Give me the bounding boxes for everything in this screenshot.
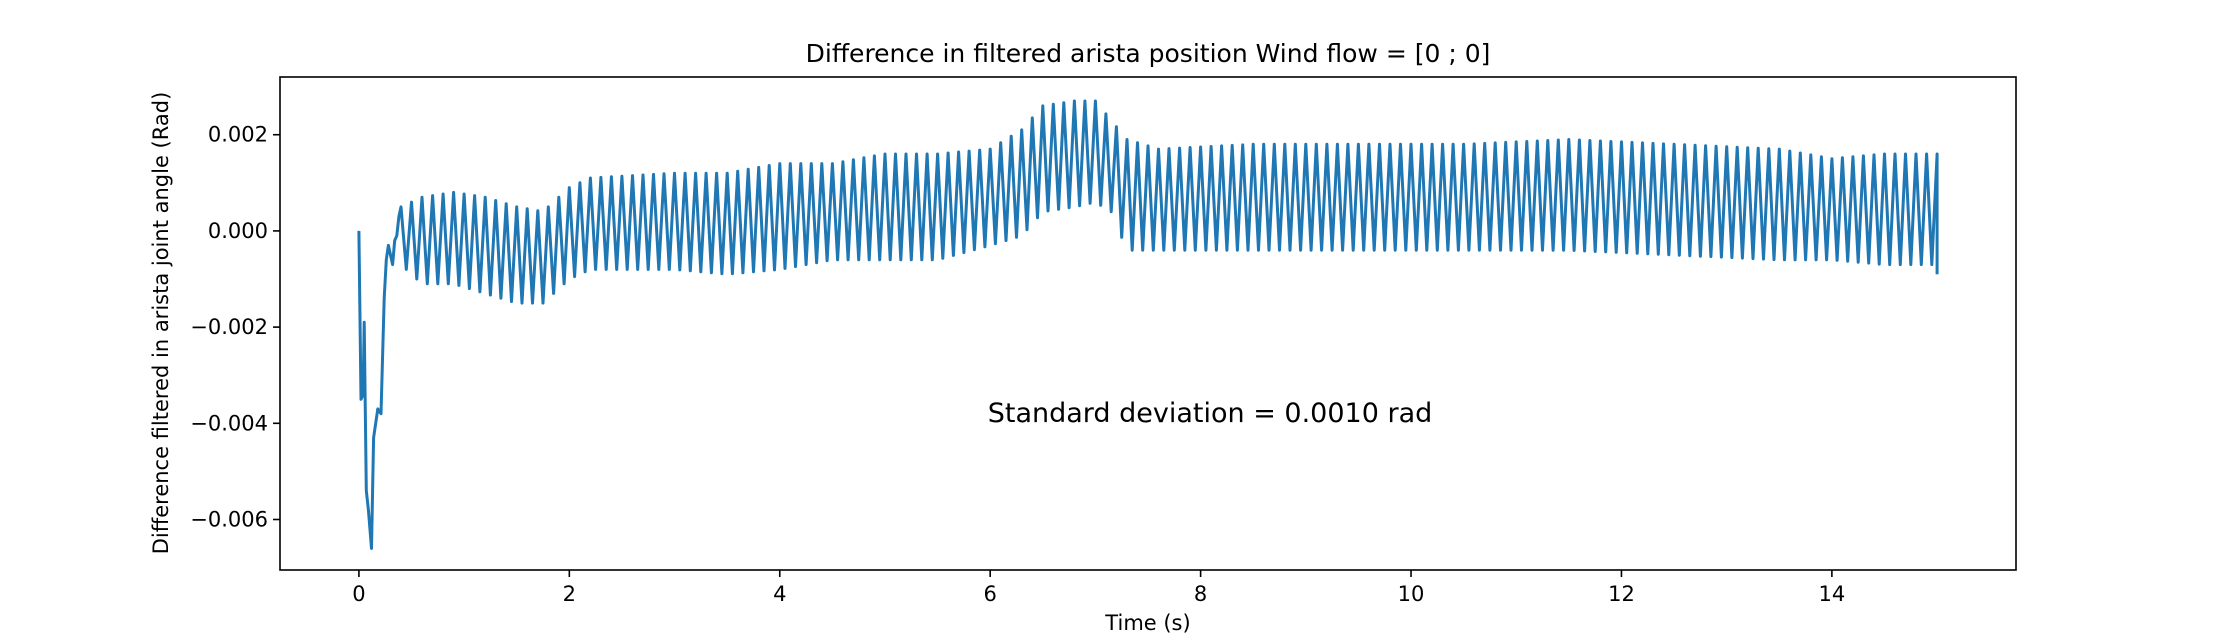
- ticks-layer: 0 2 4 6 8 10 12 14 −0.006 −0.004 −0.002 0.000 0.002: [190, 123, 1845, 606]
- series-layer: [357, 99, 1939, 550]
- x-tick-label: 12: [1608, 582, 1635, 606]
- y-tick-label: 0.000: [208, 219, 268, 243]
- x-tick-label: 10: [1398, 582, 1425, 606]
- plot-frame: [279, 76, 2017, 571]
- chart-title: Difference in filtered arista position W…: [806, 39, 1491, 68]
- x-tick-label: 8: [1194, 582, 1207, 606]
- y-tick-label: −0.004: [190, 411, 268, 435]
- x-axis-label: Time (s): [1104, 611, 1190, 635]
- y-tick-label: −0.002: [190, 315, 268, 339]
- x-tick-label: 2: [563, 582, 576, 606]
- x-tick-label: 14: [1819, 582, 1846, 606]
- x-tick-label: 6: [983, 582, 996, 606]
- y-tick-label: −0.006: [190, 507, 268, 531]
- standard-deviation-annotation: Standard deviation = 0.0010 rad: [988, 398, 1433, 429]
- series-line: [357, 99, 1939, 550]
- x-tick-label: 0: [352, 582, 365, 606]
- y-tick-label: 0.002: [208, 123, 268, 147]
- y-axis-label: Difference filtered in arista joint angl…: [149, 92, 173, 555]
- x-tick-label: 4: [773, 582, 786, 606]
